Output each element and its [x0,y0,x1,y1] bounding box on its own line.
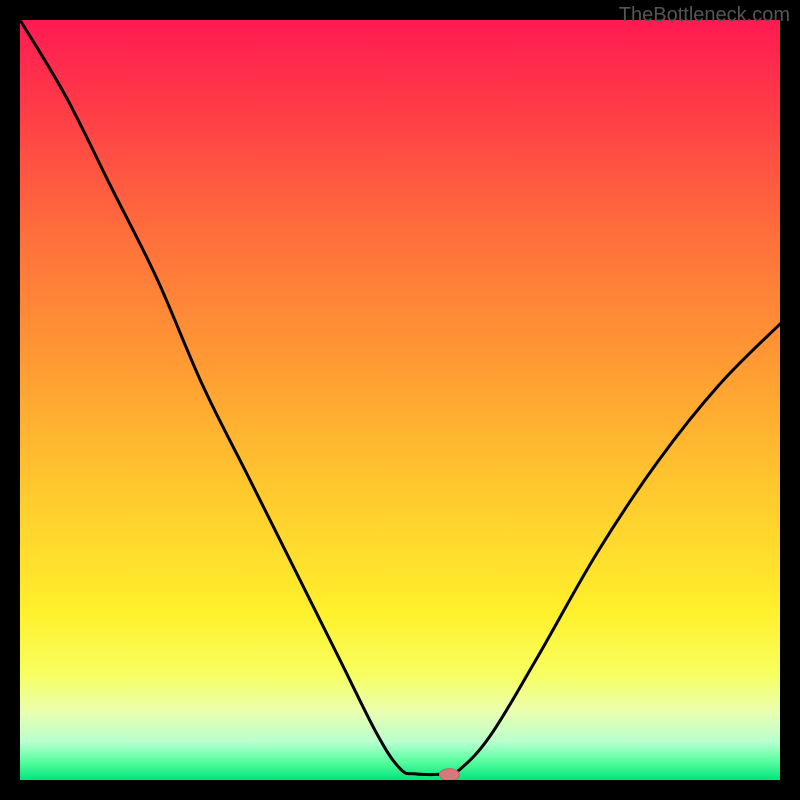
frame-right [780,0,800,800]
chart-svg [0,0,800,800]
frame-bottom [0,780,800,800]
plot-background [20,20,780,780]
frame-left [0,0,20,800]
optimal-point-marker [439,769,459,781]
watermark-label: TheBottleneck.com [619,4,790,27]
bottleneck-chart: TheBottleneck.com [0,0,800,800]
